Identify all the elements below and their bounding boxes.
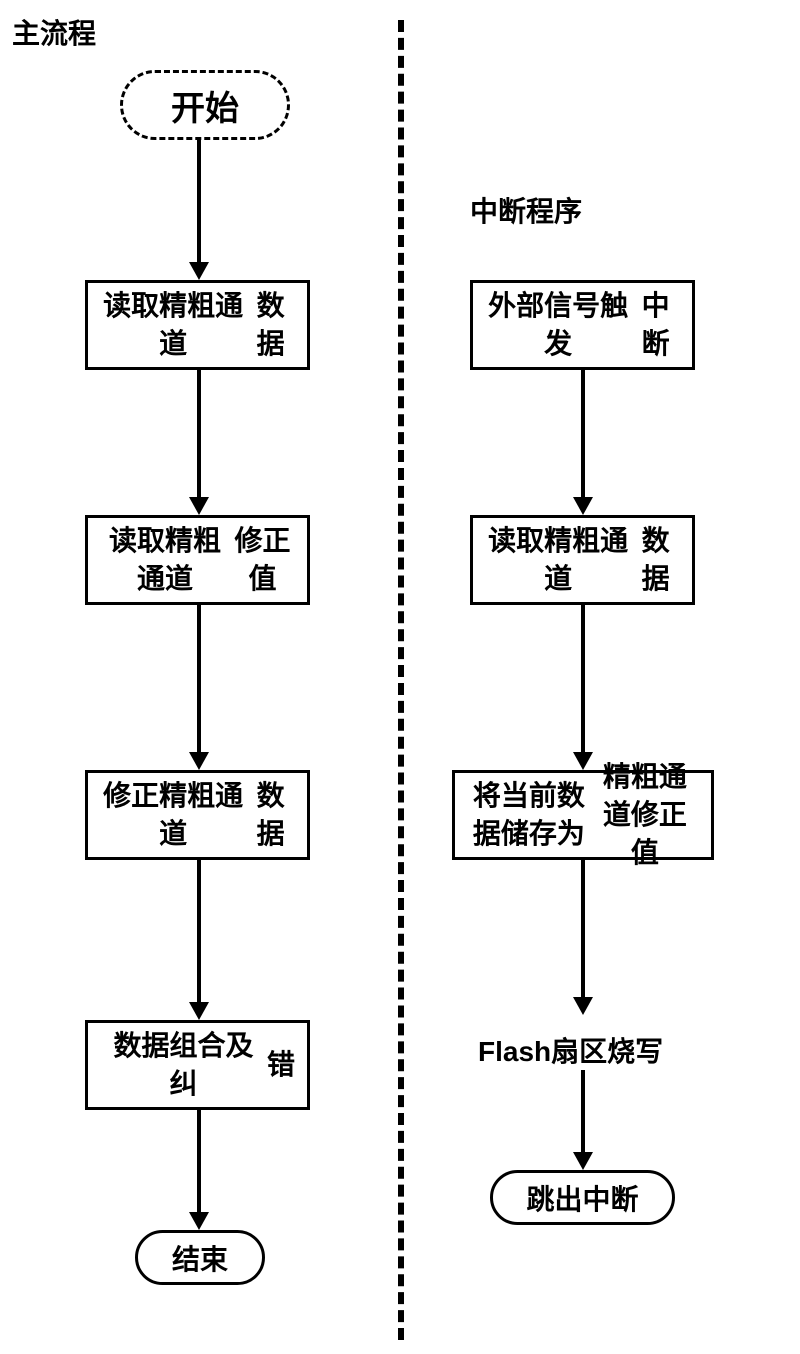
intr-arrow-0 <box>581 370 585 497</box>
intr-arrowhead-2 <box>573 997 593 1015</box>
main-step-3: 数据组合及纠错 <box>85 1020 310 1110</box>
intr-arrow-3 <box>581 1070 585 1152</box>
divider-line <box>398 20 404 1340</box>
intr-arrowhead-0 <box>573 497 593 515</box>
main-arrow-1 <box>197 370 201 497</box>
main-step-0: 读取精粗通道数据 <box>85 280 310 370</box>
right-title: 中断程序 <box>470 190 582 230</box>
end-terminator: 结束 <box>135 1230 265 1285</box>
intr-arrowhead-1 <box>573 752 593 770</box>
intr-arrow-1 <box>581 605 585 752</box>
main-arrow-2 <box>197 605 201 752</box>
main-arrow-3 <box>197 860 201 1002</box>
main-arrowhead-0 <box>189 262 209 280</box>
intr-step-0: 外部信号触发中断 <box>470 280 695 370</box>
exit-interrupt-terminator: 跳出中断 <box>490 1170 675 1225</box>
flowchart-diagram: 主流程 中断程序 开始 读取精粗通道数据读取精粗通道修正值修正精粗通道数据数据组… <box>0 0 800 1354</box>
intr-step-1: 读取精粗通道数据 <box>470 515 695 605</box>
main-step-1: 读取精粗通道修正值 <box>85 515 310 605</box>
main-arrowhead-3 <box>189 1002 209 1020</box>
main-arrow-0 <box>197 140 201 262</box>
main-arrowhead-1 <box>189 497 209 515</box>
flash-write-label: Flash扇区烧写 <box>478 1030 663 1070</box>
main-arrowhead-4 <box>189 1212 209 1230</box>
intr-arrow-2 <box>581 860 585 997</box>
start-terminator: 开始 <box>120 70 290 140</box>
main-arrowhead-2 <box>189 752 209 770</box>
main-step-2: 修正精粗通道数据 <box>85 770 310 860</box>
left-title: 主流程 <box>12 12 96 52</box>
intr-arrowhead-3 <box>573 1152 593 1170</box>
intr-step-2: 将当前数据储存为精粗通道修正值 <box>452 770 714 860</box>
main-arrow-4 <box>197 1110 201 1212</box>
